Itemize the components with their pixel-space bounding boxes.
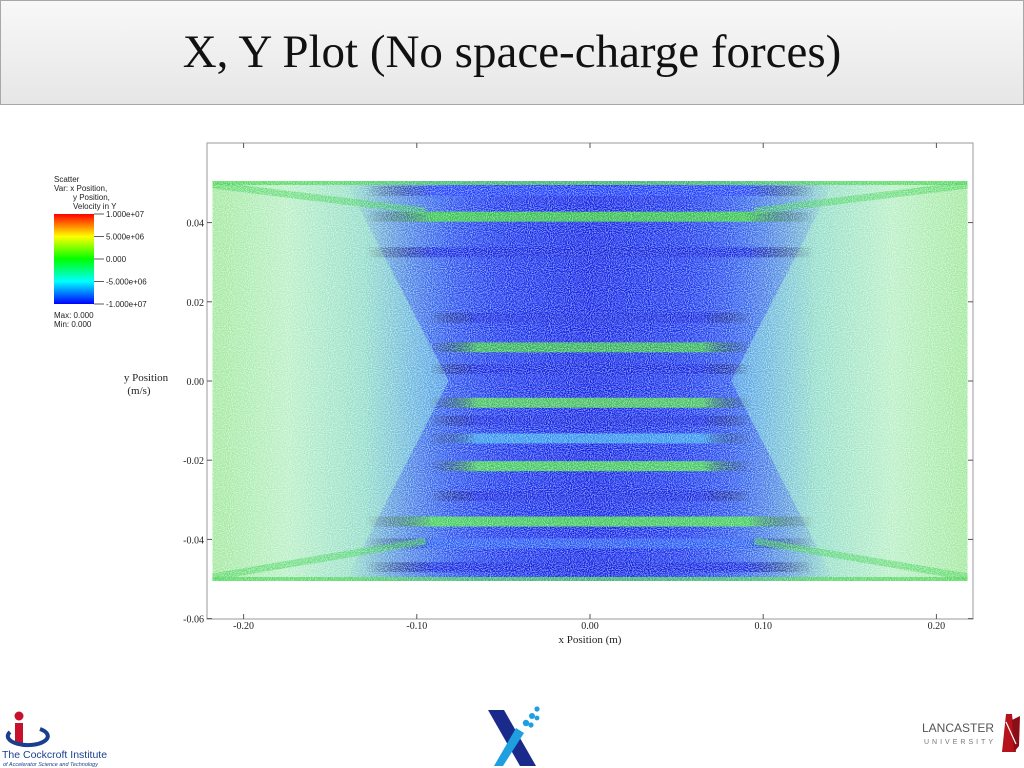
- cockcroft-logo: The Cockcroft Institute of Accelerator S…: [2, 711, 107, 768]
- y-tick-label: -0.04: [183, 535, 204, 546]
- y-tick-label: -0.06: [183, 615, 204, 626]
- plot-axes: -0.20 -0.10 0.00 0.10 0.20 0.04 0.02 0.00 -0.02 -…: [124, 143, 973, 646]
- legend-plot-type: Scatter: [54, 175, 80, 184]
- logo-dot-5: [534, 715, 540, 721]
- x-tick-label: -0.10: [406, 621, 427, 632]
- lancaster-crest-icon: [1002, 714, 1020, 752]
- legend-color-bar: [54, 214, 94, 304]
- logo-dot-4: [528, 722, 534, 728]
- y-tick-label: -0.02: [183, 456, 204, 467]
- legend-tick-label: 1.000e+07: [106, 210, 145, 219]
- legend-tick-label: 5.000e+06: [106, 233, 145, 242]
- logo-slash-light: [494, 728, 524, 766]
- x-tick-label: 0.20: [928, 621, 946, 632]
- scatter-speckle: [212, 181, 968, 581]
- logo-dot-3: [534, 706, 540, 712]
- legend-max: Max: 0.000: [54, 311, 94, 320]
- logo-dot-2: [529, 713, 535, 719]
- legend-ticks: 1.000e+07 5.000e+06 0.000 -5.000e+06 -1.000e…: [94, 210, 147, 309]
- y-axis-label-unit: (m/s): [127, 385, 151, 397]
- cockcroft-subtitle: of Accelerator Science and Technology: [3, 762, 99, 768]
- accelerator-logo: [488, 706, 540, 766]
- lancaster-logo: LANCASTER UNIVERSITY: [922, 714, 1020, 752]
- x-tick-label: 0.00: [581, 621, 599, 632]
- lancaster-name: LANCASTER: [922, 721, 994, 735]
- x-tick-label: -0.20: [233, 621, 254, 632]
- x-axis-label: x Position (m): [559, 634, 622, 646]
- legend-var-line1: Var: x Position,: [54, 184, 107, 193]
- legend-var-line3: Velocity in Y: [73, 202, 117, 211]
- slide-title: X, Y Plot (No space-charge forces): [182, 26, 842, 78]
- cockcroft-name: The Cockcroft Institute: [2, 749, 107, 761]
- color-legend: Scatter Var: x Position, y Position, Vel…: [54, 175, 147, 329]
- particle-cloud: [212, 181, 968, 581]
- y-tick-label: 0.02: [187, 298, 205, 309]
- legend-tick-label: -5.000e+06: [106, 278, 147, 287]
- y-tick-label: 0.04: [187, 219, 205, 230]
- legend-min: Min: 0.000: [54, 320, 92, 329]
- y-axis-label: y Position: [124, 372, 169, 384]
- logo-dot-1: [522, 719, 530, 727]
- logo-stem: [15, 723, 23, 745]
- legend-tick-label: -1.000e+07: [106, 300, 147, 309]
- logo-orbit: [5, 727, 50, 748]
- y-tick-label: 0.00: [187, 377, 205, 388]
- legend-tick-label: 0.000: [106, 255, 127, 264]
- x-tick-label: 0.10: [754, 621, 772, 632]
- logo-dot: [14, 711, 24, 721]
- lancaster-subtitle: UNIVERSITY: [924, 739, 996, 746]
- slide-title-bar: X, Y Plot (No space-charge forces): [0, 0, 1024, 105]
- legend-var-line2: y Position,: [73, 193, 110, 202]
